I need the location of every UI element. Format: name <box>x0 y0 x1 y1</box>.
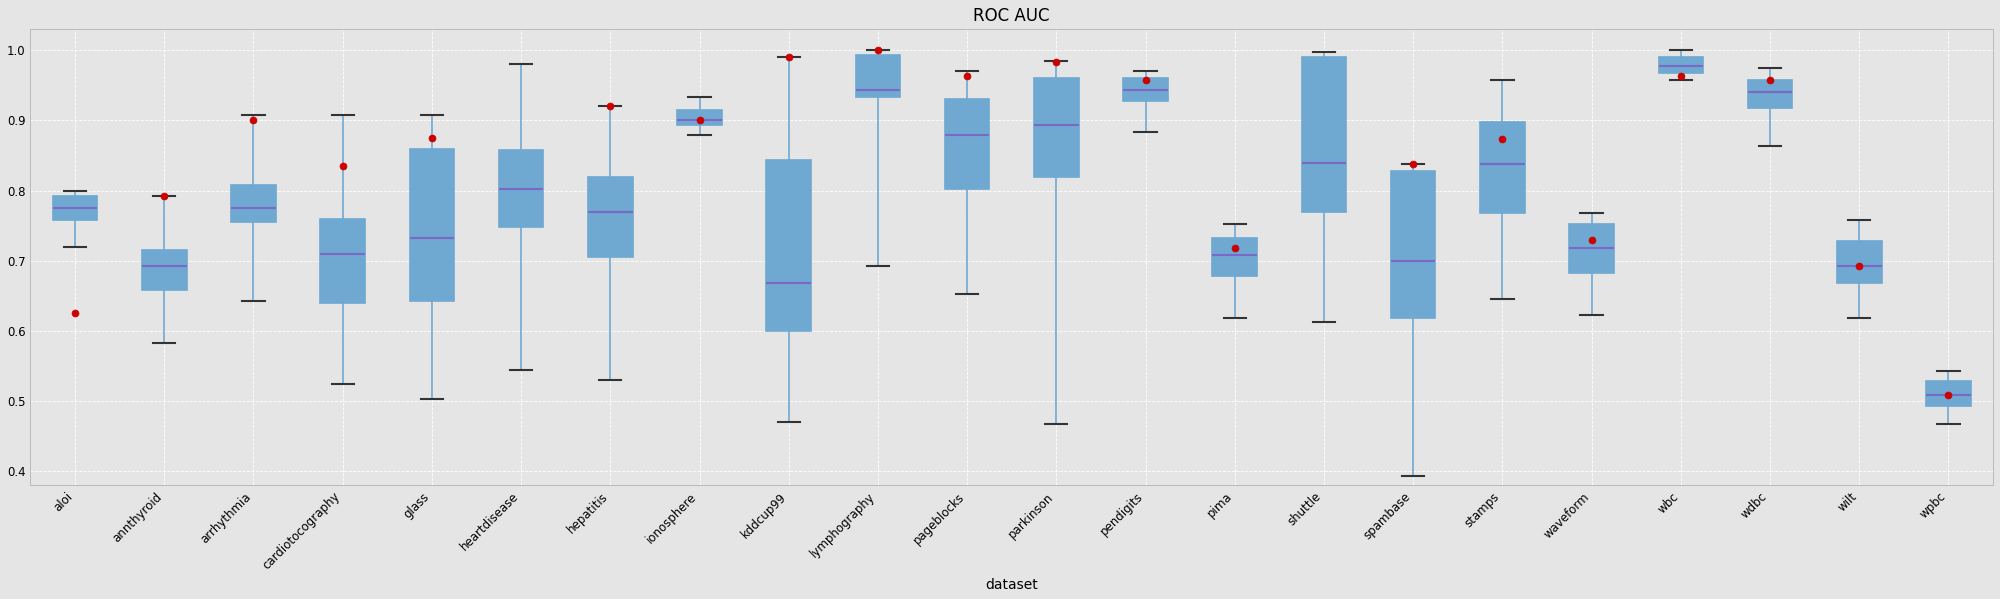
PathPatch shape <box>1926 382 1970 406</box>
PathPatch shape <box>1212 238 1258 276</box>
PathPatch shape <box>410 149 454 301</box>
PathPatch shape <box>766 161 812 331</box>
PathPatch shape <box>944 99 990 189</box>
PathPatch shape <box>1390 171 1436 318</box>
PathPatch shape <box>498 150 544 227</box>
PathPatch shape <box>1748 80 1792 108</box>
X-axis label: dataset: dataset <box>986 578 1038 592</box>
PathPatch shape <box>678 110 722 125</box>
PathPatch shape <box>856 55 900 97</box>
PathPatch shape <box>320 219 364 303</box>
PathPatch shape <box>142 250 186 291</box>
PathPatch shape <box>52 196 98 220</box>
PathPatch shape <box>1836 241 1882 283</box>
PathPatch shape <box>1480 122 1524 213</box>
PathPatch shape <box>1034 78 1078 177</box>
PathPatch shape <box>232 185 276 222</box>
PathPatch shape <box>1124 78 1168 101</box>
PathPatch shape <box>1658 58 1704 72</box>
PathPatch shape <box>588 177 632 257</box>
PathPatch shape <box>1570 223 1614 273</box>
Title: ROC AUC: ROC AUC <box>974 7 1050 25</box>
PathPatch shape <box>1302 58 1346 211</box>
